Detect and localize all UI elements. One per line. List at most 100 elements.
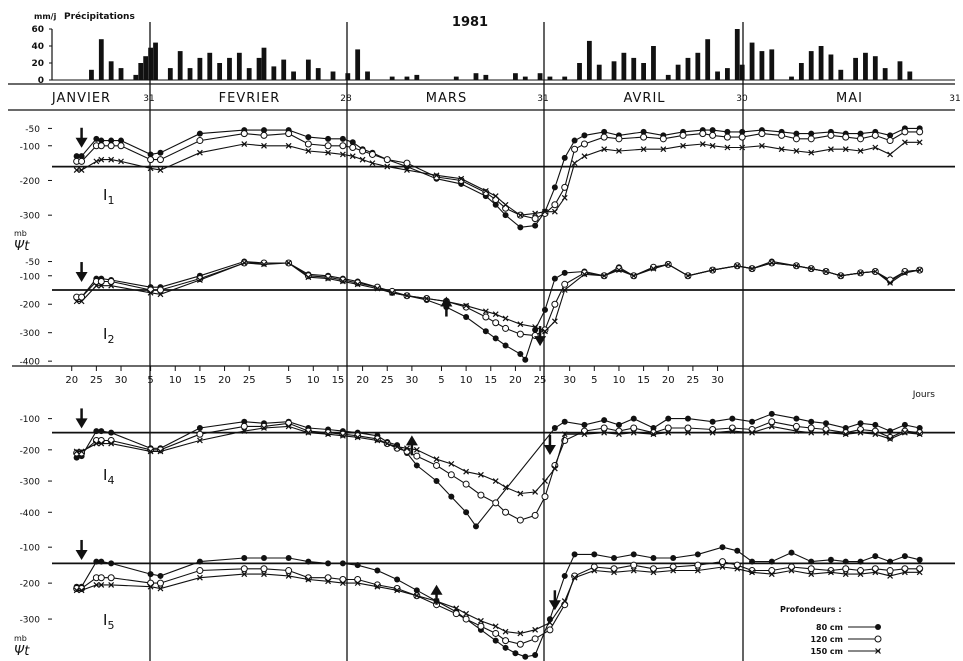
tension-panels: -50-100-200-300I1-50-100-200-300-400I2-1… (20, 125, 955, 660)
data-point-cross (492, 623, 499, 630)
data-point-open (600, 424, 608, 432)
data-point-filled (739, 128, 746, 135)
data-point-cross (808, 149, 815, 156)
data-point-open (728, 424, 736, 432)
x-tick-label: 30 (563, 375, 576, 386)
month-boundaries (149, 22, 744, 661)
precip-bar (118, 68, 124, 80)
precip-bar (808, 51, 814, 80)
data-point-filled (571, 137, 578, 144)
data-point-filled (147, 151, 154, 158)
precip-bar (789, 76, 794, 80)
series-open (73, 259, 924, 340)
data-point-open (156, 579, 164, 587)
data-point-cross (887, 573, 894, 579)
y-tick-label: -100 (20, 544, 41, 554)
data-point-open (857, 426, 865, 434)
data-point-open (492, 499, 500, 507)
data-point-cross (872, 268, 879, 275)
data-point-cross (108, 282, 115, 289)
data-point-filled (93, 558, 100, 565)
x-tick-label: 10 (307, 375, 320, 386)
data-point-filled (591, 551, 598, 558)
data-point-cross (404, 445, 410, 452)
series-line (76, 127, 920, 228)
data-point-filled (827, 556, 834, 563)
precip-bar (355, 49, 361, 80)
precip-bar (305, 59, 311, 80)
data-point-open (718, 558, 726, 566)
precip-bar (256, 57, 262, 80)
data-point-cross (98, 440, 105, 447)
y-tick-label: -50 (25, 258, 40, 268)
data-point-cross (147, 165, 154, 172)
month-header: JANVIER FEVRIER MARS AVRIL MAI 31 28 31 30 31 (8, 83, 961, 111)
precip-bar (345, 73, 351, 80)
data-point-cross (413, 592, 420, 599)
data-point-open (240, 130, 248, 138)
data-point-open (97, 574, 105, 582)
precip-bar (547, 76, 553, 80)
data-point-filled (472, 523, 479, 530)
data-point-cross (196, 574, 203, 581)
x-tick-label: 15 (484, 375, 497, 386)
x-tick-label: 5 (438, 375, 444, 386)
data-point-open (285, 130, 293, 138)
data-point-open (516, 330, 524, 338)
data-point-open (240, 565, 248, 573)
data-point-open (324, 142, 332, 150)
data-point-cross (842, 571, 849, 578)
data-point-cross (857, 429, 864, 436)
data-point-open (738, 133, 746, 141)
data-point-open (452, 610, 460, 618)
x-axis-label: Jours (912, 390, 936, 400)
data-point-open (615, 427, 623, 435)
x-tick-label: 25 (243, 375, 256, 386)
data-point-cross (73, 587, 80, 594)
data-point-open (723, 133, 731, 141)
data-point-cross (532, 210, 539, 217)
data-point-filled (788, 549, 795, 556)
data-point-open (659, 135, 667, 143)
data-point-filled (630, 551, 637, 558)
data-point-open (871, 427, 879, 435)
data-point-open (413, 452, 421, 460)
data-point-cross (482, 187, 489, 194)
x-tick-label: 20 (356, 375, 369, 386)
data-point-filled (147, 571, 154, 578)
data-point-cross (749, 265, 755, 272)
precip-bar (167, 68, 173, 80)
data-point-cross (709, 267, 716, 274)
precip-bar (522, 76, 528, 80)
series-cross (73, 139, 923, 219)
data-point-cross (502, 201, 509, 208)
data-point-filled (241, 554, 248, 561)
data-point-cross (482, 308, 489, 315)
data-point-cross (630, 567, 637, 574)
precip-bar (138, 63, 144, 80)
precip-bar (907, 71, 913, 80)
data-point-cross (463, 610, 470, 617)
data-point-open (709, 131, 717, 139)
data-point-cross (394, 587, 401, 594)
data-point-filled (551, 424, 558, 431)
data-point-filled (98, 428, 105, 435)
data-point-filled (650, 554, 657, 561)
data-point-cross (374, 285, 381, 292)
data-point-cross (384, 440, 391, 447)
data-point-filled (581, 421, 588, 428)
precip-bar (389, 76, 395, 80)
data-point-cross (325, 275, 332, 282)
data-point-cross (285, 142, 292, 149)
x-tick-label: 15 (332, 375, 345, 386)
panel-label-letter: I (103, 466, 107, 484)
panel-label-letter: I (103, 186, 107, 204)
data-point-open (359, 147, 367, 155)
x-tick-label: 25 (90, 375, 103, 386)
y-symbol-1: Ψt (14, 239, 30, 254)
data-point-cross (630, 429, 637, 436)
x-tick-label: 10 (169, 375, 182, 386)
data-point-cross (389, 289, 396, 296)
data-point-cross (73, 298, 80, 305)
data-point-cross (433, 456, 440, 463)
